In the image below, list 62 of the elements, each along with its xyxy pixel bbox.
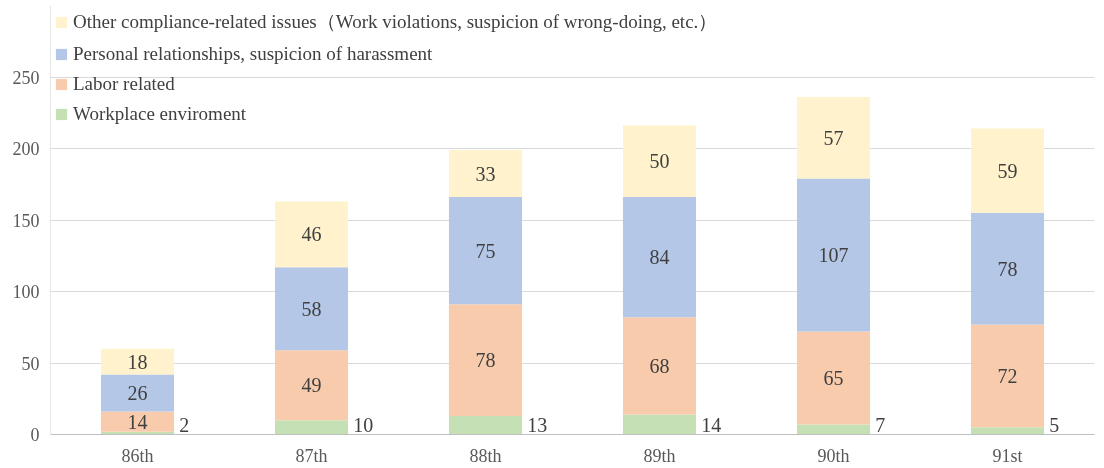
bar [274,350,349,421]
data-label: 84 [649,246,670,269]
y-tick-label: 150 [12,210,40,231]
bar [796,331,871,425]
data-label: 75 [475,239,496,262]
data-label: 57 [823,126,844,149]
bar [448,304,523,416]
data-label: 33 [475,162,496,185]
data-label: 78 [997,257,1018,280]
x-tick-label: 89th [643,445,676,466]
bar [100,374,175,412]
x-tick-label: 91st [992,445,1023,466]
bar [970,324,1045,428]
bar [448,197,523,305]
data-label: 5 [1049,413,1060,436]
data-label: 14 [127,410,148,433]
x-tick-label: 90th [817,445,850,466]
bar [622,414,697,435]
bar [274,420,349,435]
data-label: 2 [179,413,190,436]
data-label: 13 [527,413,548,436]
y-tick-label: 200 [12,139,40,159]
bar [622,125,697,198]
bar [796,424,871,435]
data-label: 26 [127,382,148,405]
bar [274,201,349,268]
data-label: 10 [353,413,374,436]
bar [622,317,697,415]
bar [100,411,175,432]
y-tick-label: 0 [30,425,40,445]
x-tick-label: 87th [295,445,328,466]
data-label: 7 [875,413,886,436]
bar [970,427,1045,435]
bar [448,415,523,435]
y-tick-label: 100 [12,282,40,302]
y-tick-label: 250 [12,67,40,88]
bar [970,128,1045,213]
bar [448,149,523,198]
legend-label: Other compliance-related issues（Work violations, suspicion of wrong-doing, etc.） [73,10,718,34]
bar [796,97,871,179]
legend-label: Labor related [73,73,175,95]
legend-label: Workplace enviroment [73,103,247,125]
bar [970,212,1045,325]
x-tick-label: 86th [121,445,154,466]
data-label: 72 [997,364,1018,387]
bar [622,197,697,318]
data-label: 107 [818,244,849,267]
data-label: 65 [823,367,844,390]
x-tick-label: 88th [469,445,502,466]
data-label: 14 [701,413,722,436]
data-label: 50 [649,150,670,173]
data-label: 78 [475,349,496,372]
data-label: 46 [301,223,322,246]
legend-label: Personal relationships, suspicion of harassment [73,43,433,65]
data-label: 59 [997,159,1018,182]
bar [796,178,871,332]
bar [274,267,349,351]
data-label: 18 [127,350,148,373]
data-label: 58 [301,297,322,320]
data-label: 68 [649,354,670,377]
y-tick-label: 50 [21,353,40,374]
data-label: 49 [301,374,322,397]
